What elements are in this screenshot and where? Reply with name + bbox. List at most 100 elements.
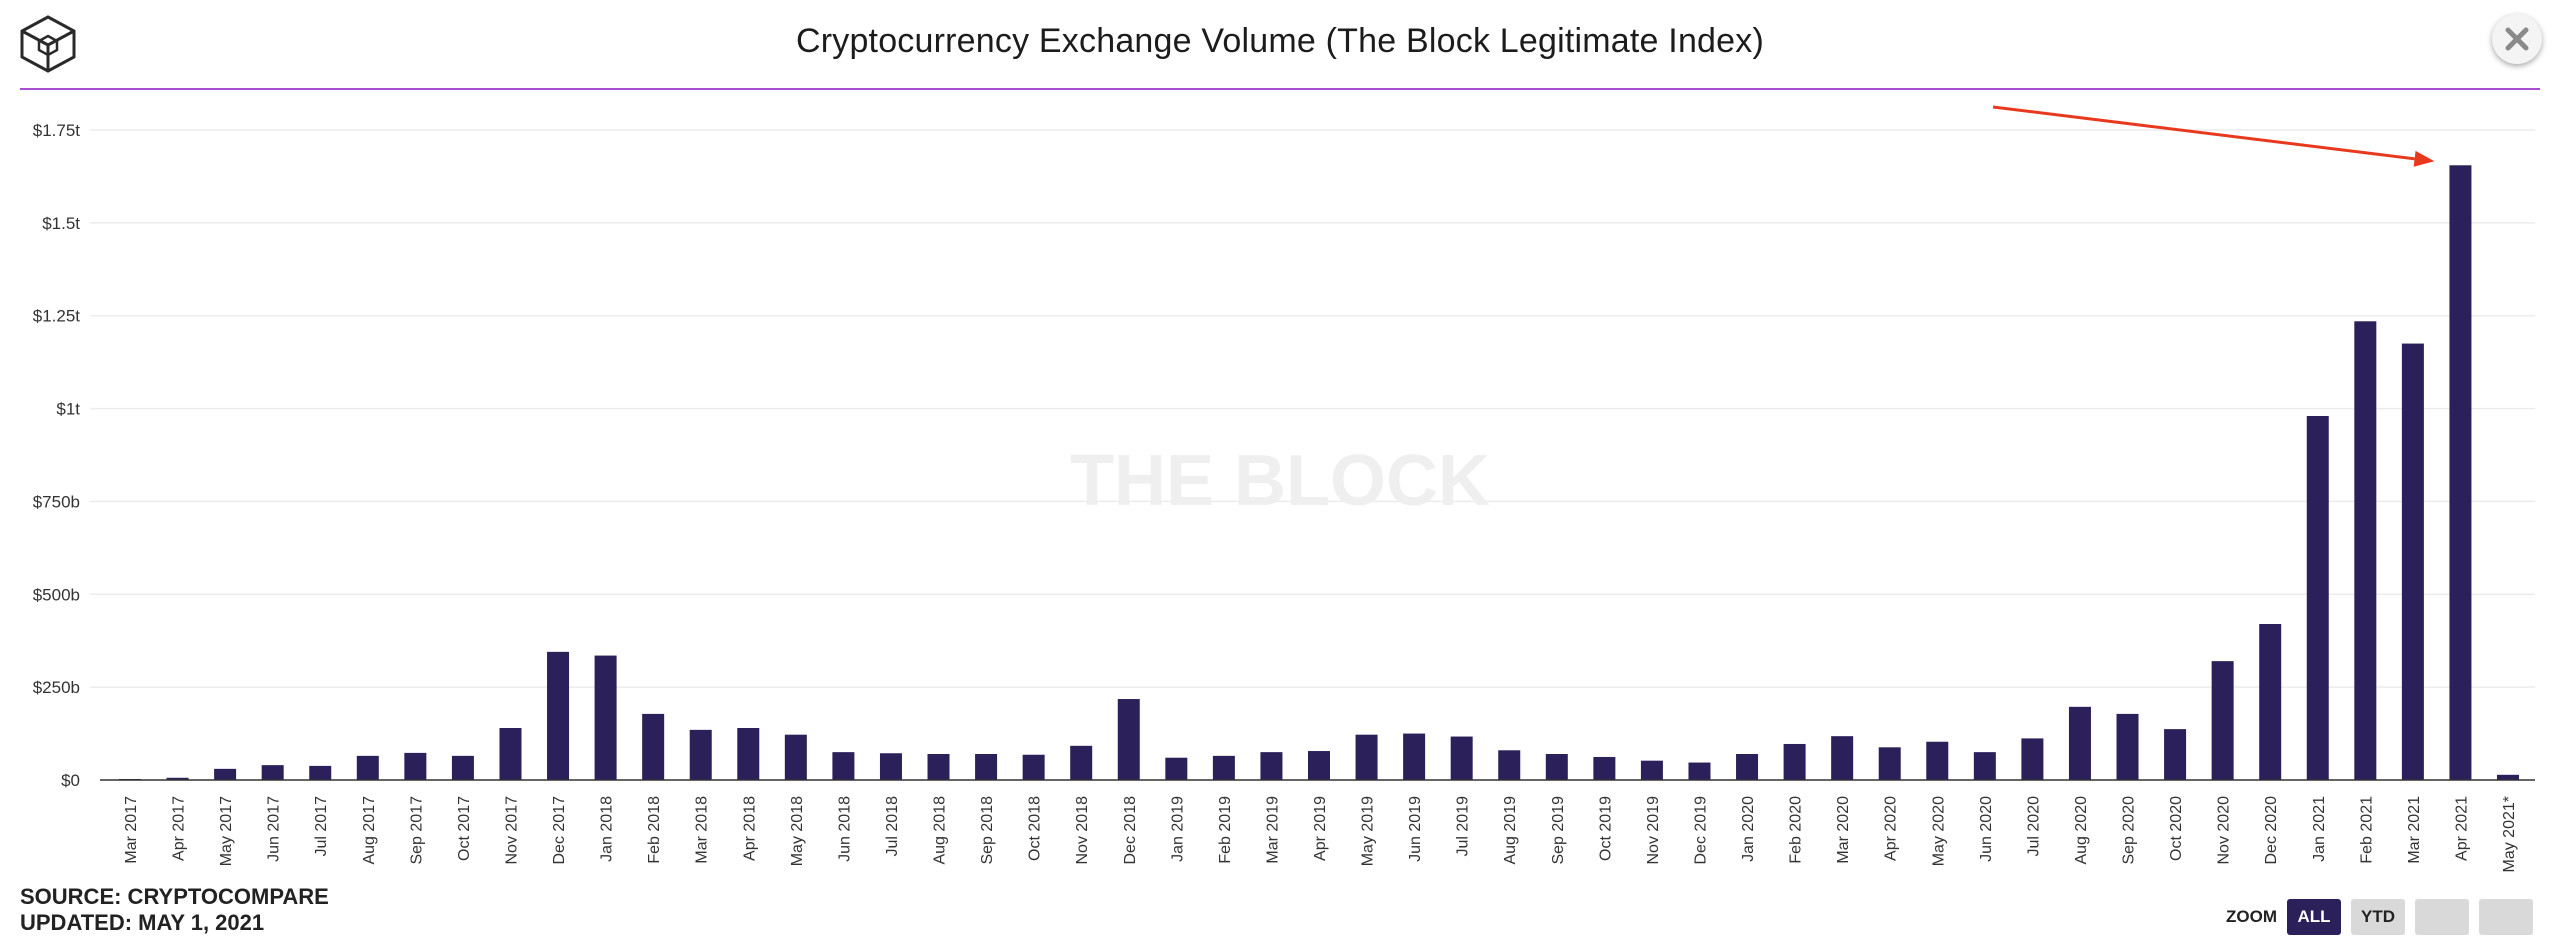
bar[interactable] (1926, 741, 1949, 780)
x-tick-label: Mar 2021 (2406, 796, 2423, 864)
x-tick-label: Jun 2017 (266, 796, 283, 862)
bar[interactable] (1831, 736, 1854, 780)
x-tick-label: Aug 2018 (932, 796, 949, 865)
watermark: THE BLOCK (1070, 441, 1490, 521)
x-tick-label: Aug 2019 (1502, 796, 1519, 865)
bar[interactable] (1355, 734, 1378, 780)
bar[interactable] (2306, 416, 2329, 780)
y-tick-label: $250b (33, 678, 80, 697)
annotation-arrow-line (1992, 105, 2415, 161)
x-tick-label: Feb 2018 (646, 796, 663, 864)
x-tick-label: Nov 2020 (2216, 796, 2233, 865)
bar[interactable] (547, 651, 570, 780)
x-tick-label: Apr 2019 (1312, 796, 1329, 861)
x-tick-label: Jul 2020 (2025, 796, 2042, 857)
bar[interactable] (309, 765, 332, 780)
bar[interactable] (499, 728, 522, 780)
bar[interactable] (975, 754, 998, 780)
bar[interactable] (1973, 752, 1996, 780)
bar[interactable] (1165, 757, 1188, 780)
x-tick-label: Oct 2019 (1597, 796, 1614, 861)
bar[interactable] (1878, 747, 1901, 780)
bar[interactable] (356, 755, 379, 780)
bar[interactable] (1450, 736, 1473, 780)
y-tick-label: $1.25t (33, 307, 81, 326)
bar[interactable] (2116, 713, 2139, 780)
x-tick-label: Feb 2021 (2358, 796, 2375, 864)
x-tick-label: May 2021* (2501, 796, 2518, 873)
x-tick-label: Apr 2017 (171, 796, 188, 861)
bar[interactable] (879, 753, 902, 780)
bar[interactable] (1070, 745, 1093, 780)
bar[interactable] (261, 765, 284, 780)
bar[interactable] (1545, 754, 1568, 780)
x-tick-label: May 2017 (218, 796, 235, 866)
bar[interactable] (2497, 774, 2519, 780)
bar[interactable] (2354, 321, 2377, 780)
bar[interactable] (1640, 760, 1663, 780)
bar[interactable] (1117, 699, 1140, 780)
x-tick-label: Dec 2020 (2263, 796, 2280, 865)
bar[interactable] (1308, 751, 1330, 780)
x-tick-label: Nov 2018 (1074, 796, 1091, 865)
bar[interactable] (1736, 754, 1759, 780)
bar[interactable] (2021, 738, 2044, 780)
bar[interactable] (1212, 755, 1235, 780)
x-tick-label: Mar 2017 (123, 796, 140, 864)
bar[interactable] (2164, 729, 2187, 780)
bar[interactable] (1593, 756, 1616, 780)
bar[interactable] (2211, 661, 2234, 780)
zoom-ytd-button[interactable]: YTD (2351, 899, 2405, 935)
bar[interactable] (784, 734, 807, 780)
x-tick-label: Nov 2017 (503, 796, 520, 865)
y-tick-label: $0 (61, 771, 80, 790)
x-tick-label: Oct 2020 (2168, 796, 2185, 861)
bar[interactable] (2449, 165, 2472, 781)
bar[interactable] (737, 728, 760, 780)
zoom-all-button[interactable]: ALL (2287, 899, 2341, 935)
close-button[interactable] (2492, 14, 2542, 64)
bar[interactable] (1783, 743, 1806, 780)
x-tick-label: Feb 2020 (1788, 796, 1805, 864)
y-tick-label: $750b (33, 492, 80, 511)
bar[interactable] (594, 655, 617, 780)
bar[interactable] (2401, 343, 2424, 780)
bar[interactable] (832, 752, 855, 780)
bar[interactable] (1260, 752, 1283, 780)
bar[interactable] (214, 768, 237, 780)
x-tick-label: Mar 2019 (1264, 796, 1281, 864)
bar[interactable] (927, 754, 950, 780)
x-tick-label: Jan 2018 (599, 796, 616, 862)
bar[interactable] (1498, 750, 1521, 780)
zoom-option-3-button[interactable] (2415, 899, 2469, 935)
x-tick-label: Jul 2017 (313, 796, 330, 857)
bar[interactable] (404, 752, 427, 780)
bar[interactable] (2068, 706, 2091, 780)
bar[interactable] (1688, 762, 1711, 780)
bar[interactable] (689, 729, 712, 780)
y-axis-tick-labels: $0 $250b $500b $750b $1t $1.25t $1.5t $1.75t (33, 121, 81, 790)
x-tick-label: Dec 2019 (1692, 796, 1709, 865)
x-tick-label: Jun 2019 (1407, 796, 1424, 862)
bar[interactable] (642, 713, 665, 780)
x-tick-label: Apr 2018 (741, 796, 758, 861)
y-tick-label: $1.75t (33, 121, 81, 140)
bar[interactable] (1022, 754, 1045, 780)
x-tick-label: Jul 2018 (884, 796, 901, 857)
x-tick-label: May 2020 (1930, 796, 1947, 866)
x-tick-label: Oct 2018 (1027, 796, 1044, 861)
x-tick-label: Apr 2021 (2453, 796, 2470, 861)
x-tick-label: Sep 2019 (1550, 796, 1567, 865)
bar[interactable] (451, 755, 474, 780)
bar[interactable] (2259, 624, 2282, 780)
zoom-option-4-button[interactable] (2479, 899, 2533, 935)
header-accent-line (20, 88, 2540, 90)
x-tick-label: Apr 2020 (1883, 796, 1900, 861)
bar[interactable] (1403, 733, 1426, 780)
x-tick-label: Dec 2017 (551, 796, 568, 865)
x-tick-label: Jun 2018 (836, 796, 853, 862)
x-tick-label: May 2019 (1360, 796, 1377, 866)
x-tick-label: Jan 2021 (2311, 796, 2328, 862)
bar[interactable] (166, 777, 189, 780)
